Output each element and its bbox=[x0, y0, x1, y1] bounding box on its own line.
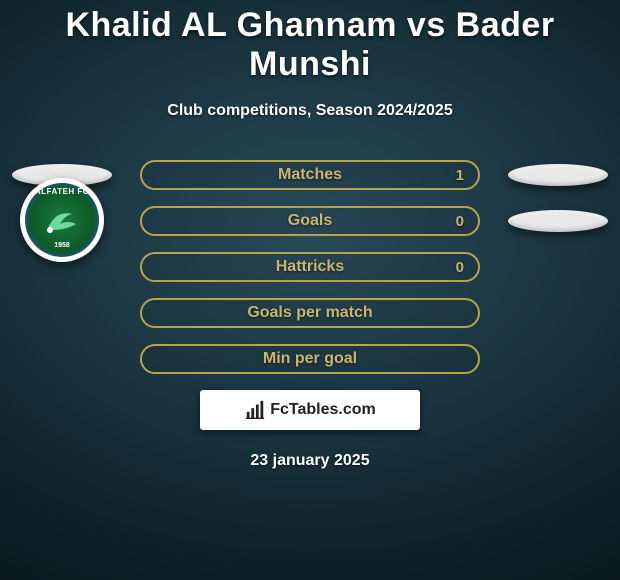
attribution-text: FcTables.com bbox=[270, 401, 376, 419]
stat-label: Hattricks bbox=[276, 258, 344, 276]
bar-chart-icon bbox=[244, 399, 266, 421]
stat-pill: Goals per match bbox=[140, 298, 480, 328]
badge-swoosh-icon bbox=[42, 200, 82, 240]
badge-top-text: ALFATEH FC bbox=[35, 187, 89, 196]
stat-value: 1 bbox=[456, 167, 464, 184]
stat-value: 0 bbox=[456, 259, 464, 276]
club-badge-inner: ALFATEH FC 1958 bbox=[25, 183, 99, 257]
stat-value: 0 bbox=[456, 213, 464, 230]
date-label: 23 january 2025 bbox=[0, 452, 620, 470]
page-title: Khalid AL Ghannam vs Bader Munshi bbox=[0, 0, 620, 84]
stat-row: Matches 1 bbox=[0, 160, 620, 190]
attribution-box: FcTables.com bbox=[200, 390, 420, 430]
player-ellipse-right bbox=[508, 210, 608, 232]
club-badge: ALFATEH FC 1958 bbox=[20, 178, 104, 262]
stat-row: Goals per match bbox=[0, 298, 620, 328]
content-wrapper: Khalid AL Ghannam vs Bader Munshi Club c… bbox=[0, 0, 620, 470]
stat-label: Goals bbox=[288, 212, 332, 230]
stat-label: Matches bbox=[278, 166, 342, 184]
badge-year: 1958 bbox=[54, 242, 70, 249]
stat-pill: Hattricks 0 bbox=[140, 252, 480, 282]
subtitle: Club competitions, Season 2024/2025 bbox=[0, 102, 620, 120]
stat-row: Hattricks 0 bbox=[0, 252, 620, 282]
player-ellipse-right bbox=[508, 164, 608, 186]
stat-pill: Matches 1 bbox=[140, 160, 480, 190]
stat-pill: Goals 0 bbox=[140, 206, 480, 236]
stat-label: Min per goal bbox=[263, 350, 357, 368]
stat-row: Min per goal bbox=[0, 344, 620, 374]
stat-pill: Min per goal bbox=[140, 344, 480, 374]
stat-label: Goals per match bbox=[247, 304, 372, 322]
